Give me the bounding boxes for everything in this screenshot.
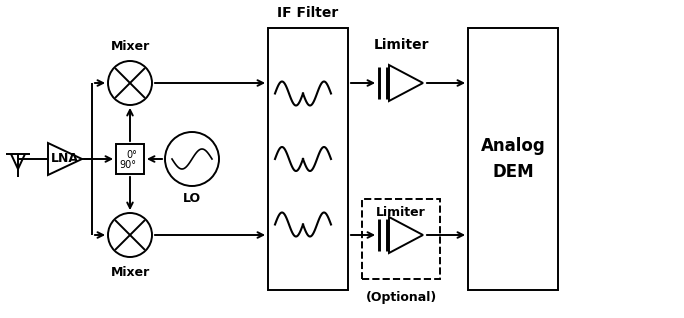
Text: Limiter: Limiter [373, 38, 429, 52]
FancyBboxPatch shape [468, 28, 558, 290]
FancyBboxPatch shape [268, 28, 348, 290]
Text: IF Filter: IF Filter [278, 6, 339, 20]
FancyBboxPatch shape [362, 199, 440, 279]
Text: LNA: LNA [51, 153, 79, 165]
Text: Mixer: Mixer [110, 266, 150, 279]
Text: Limiter: Limiter [376, 206, 426, 219]
Text: Analog
DEM: Analog DEM [481, 137, 545, 181]
Text: Mixer: Mixer [110, 39, 150, 52]
Text: LO: LO [183, 192, 201, 205]
FancyBboxPatch shape [116, 144, 144, 174]
Text: 0°: 0° [127, 149, 137, 160]
Text: 90°: 90° [120, 160, 137, 169]
Text: (Optional): (Optional) [365, 291, 436, 303]
